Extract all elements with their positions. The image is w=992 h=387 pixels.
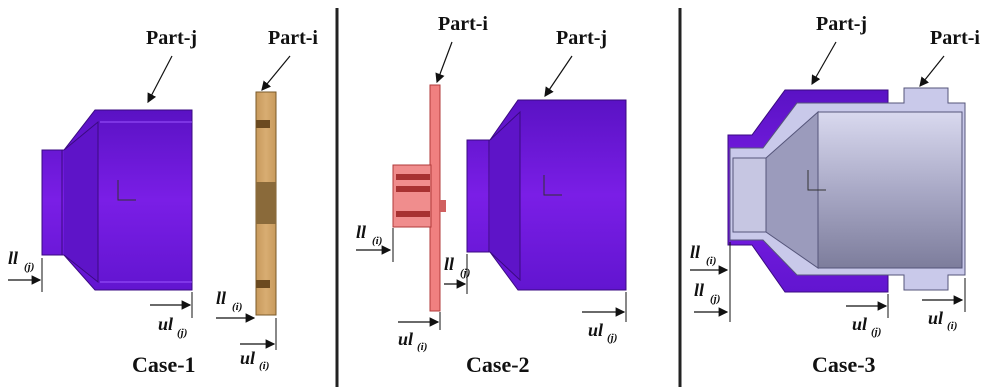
case-2-part-label-2: Part-j [556, 27, 607, 49]
case-3-dim-1: ll (i) [690, 242, 731, 322]
svg-text:ll: ll [690, 242, 700, 262]
case-1-dim-1: ll (j) [8, 248, 43, 292]
svg-text:(j): (j) [871, 326, 881, 338]
panel-case-1: Case-1 Part-j Part-i ll (j) ul (j) ll (i… [8, 27, 318, 377]
case-3-caption: Case-3 [812, 352, 876, 377]
case-2-dim-4: ul (j) [582, 292, 627, 344]
svg-text:(j): (j) [460, 267, 470, 279]
svg-text:ul: ul [852, 314, 867, 334]
svg-text:(i): (i) [259, 360, 269, 372]
svg-text:(i): (i) [706, 255, 716, 267]
svg-text:(j): (j) [177, 327, 187, 339]
case-1-part-label-2: Part-i [268, 27, 318, 49]
svg-text:ll: ll [444, 254, 454, 274]
part-i-shape-case-1 [255, 91, 277, 316]
case-3-part-label-2: Part-i [930, 27, 980, 49]
case-3-part-pointer-2 [919, 55, 945, 87]
case-3-dim-4: ul (i) [922, 278, 966, 332]
svg-text:ul: ul [588, 320, 603, 340]
svg-text:ul: ul [928, 308, 943, 328]
svg-text:(j): (j) [607, 332, 617, 344]
case-2-caption: Case-2 [466, 352, 530, 377]
svg-text:(i): (i) [947, 320, 957, 332]
case-1-part-pointer-2 [261, 55, 291, 91]
svg-text:(j): (j) [710, 293, 720, 305]
case-2-dim-1: ll (i) [356, 222, 394, 262]
svg-text:ul: ul [398, 329, 413, 349]
case-2-dim-2: ll (j) [444, 254, 470, 294]
svg-text:ll: ll [216, 288, 226, 308]
svg-text:ll: ll [694, 280, 704, 300]
case-2-part-pointer-2 [544, 55, 573, 97]
part-j-shape-case-2 [466, 99, 627, 291]
svg-text:(j): (j) [24, 261, 34, 273]
case-1-dim-3: ll (i) [216, 288, 256, 323]
case-1-part-label-1: Part-j [146, 27, 197, 49]
svg-text:(i): (i) [417, 341, 427, 353]
part-j-shape-case-1 [41, 109, 193, 291]
case-2-part-label-1: Part-i [438, 13, 488, 35]
case-2-part-pointer-1 [435, 41, 453, 84]
case-1-dim-2: ul (j) [150, 292, 193, 339]
svg-text:(i): (i) [232, 301, 242, 313]
case-1-part-pointer-1 [147, 55, 173, 104]
panel-case-2: Case-2 Part-i Part-j ll (i) ll (j) ul (i… [356, 13, 627, 377]
case-3-dim-3: ul (j) [846, 294, 889, 338]
case-2-dim-3: ul (i) [398, 312, 441, 353]
svg-text:(i): (i) [372, 235, 382, 247]
case-1-dim-4: ul (i) [240, 318, 277, 372]
case-3-part-label-1: Part-j [816, 13, 867, 35]
case-3-dim-2: ll (j) [694, 280, 729, 317]
part-i-shape-case-2 [392, 84, 446, 312]
part-i-shape-case-3 [729, 87, 966, 291]
case-1-caption: Case-1 [132, 352, 196, 377]
panel-case-3: Case-3 Part-j Part-i ll (i) ll (j) ul (j… [690, 13, 980, 377]
svg-text:ll: ll [356, 222, 366, 242]
case-3-part-pointer-1 [811, 41, 837, 86]
svg-text:ll: ll [8, 248, 18, 268]
svg-text:ul: ul [158, 314, 173, 334]
svg-text:ul: ul [240, 348, 255, 368]
